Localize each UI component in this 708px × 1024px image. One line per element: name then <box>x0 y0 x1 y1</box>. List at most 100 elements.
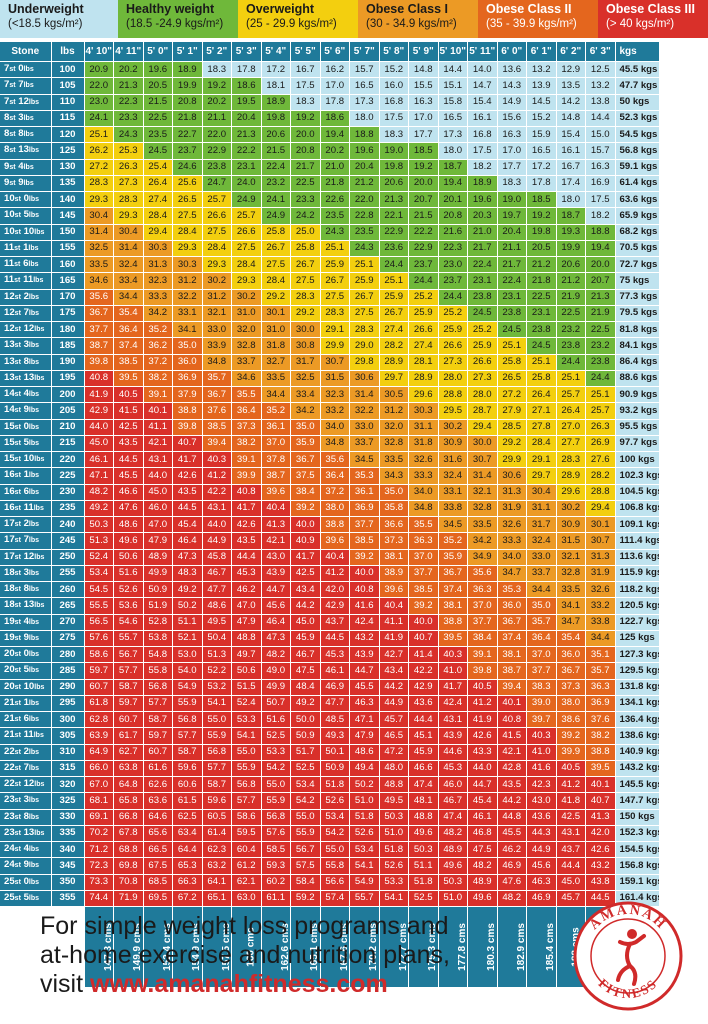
bmi-cell: 26.2 <box>84 142 114 160</box>
bmi-cell: 22.0 <box>349 191 380 209</box>
bmi-cell: 62.1 <box>231 874 262 891</box>
bmi-cell: 16.3 <box>585 159 616 176</box>
bmi-cell: 31.0 <box>231 305 262 323</box>
bmi-cell: 26.6 <box>408 321 439 339</box>
bmi-cell: 32.8 <box>379 435 409 453</box>
bmi-cell: 28.9 <box>556 467 586 485</box>
height-cms-cell: 165.1 cms <box>290 906 321 988</box>
lbs-cell: 255 <box>51 565 85 583</box>
bmi-cell: 27.2 <box>497 386 527 404</box>
bmi-cell: 30.2 <box>202 272 232 290</box>
bmi-cell: 49.2 <box>290 695 321 713</box>
kgs-cell: 81.8 kgs <box>615 321 660 339</box>
bmi-cell: 15.7 <box>349 61 380 79</box>
bmi-cell: 34.6 <box>84 272 114 290</box>
kgs-header: kgs <box>615 42 660 62</box>
height-header: 6' 2" <box>556 42 586 62</box>
bmi-cell: 43.8 <box>585 874 616 891</box>
bmi-cell: 37.7 <box>349 516 380 534</box>
bmi-cell: 35.0 <box>526 597 557 615</box>
bmi-cell: 60.6 <box>172 776 203 794</box>
bmi-cell: 43.5 <box>497 776 527 794</box>
bmi-cell: 19.2 <box>202 77 232 95</box>
bmi-cell: 49.2 <box>84 500 114 518</box>
pound-unit: lbs <box>28 894 40 902</box>
bmi-cell: 67.2 <box>172 890 203 908</box>
bmi-cell: 48.8 <box>408 809 439 826</box>
kgs-cell: 54.5 kgs <box>615 126 660 144</box>
table-row: 10st 10lbs 150 31.4 30.4 29.4 28.4 27.5 26.6 25.… <box>0 224 660 241</box>
pound-unit: lbs <box>28 407 40 415</box>
bmi-cell: 40.3 <box>438 646 468 664</box>
pound-unit: lbs <box>28 618 40 626</box>
bmi-cell: 28.9 <box>379 354 409 371</box>
kgs-cell: 109.1 kgs <box>615 516 660 534</box>
stone-unit: st <box>14 521 21 529</box>
bmi-cell: 52.5 <box>408 890 439 908</box>
bmi-cell: 45.4 <box>467 792 498 810</box>
bmi-cell: 25.9 <box>379 289 409 306</box>
promo-url-link[interactable]: www.amanahfitness.com <box>90 970 388 998</box>
bmi-cell: 38.1 <box>497 646 527 664</box>
bmi-cell: 56.5 <box>84 614 114 631</box>
stone-header: Stone <box>0 42 52 62</box>
bmi-cell: 53.2 <box>202 679 232 696</box>
pound-unit: lbs <box>34 456 45 464</box>
bmi-cell: 35.7 <box>526 614 557 631</box>
bmi-cell: 35.3 <box>497 581 527 599</box>
bmi-cell: 46.0 <box>143 500 173 518</box>
bmi-cell: 38.0 <box>320 500 350 518</box>
bmi-cell: 18.3 <box>202 61 232 79</box>
promo-text: For simple weight loss programs and at-h… <box>40 912 560 999</box>
bmi-cell: 17.5 <box>585 191 616 209</box>
bmi-cell: 40.1 <box>497 695 527 713</box>
bmi-cell: 20.5 <box>143 77 173 95</box>
bmi-cell: 27.9 <box>497 402 527 420</box>
bmi-cell: 17.2 <box>261 61 291 79</box>
bmi-cell: 51.5 <box>231 679 262 696</box>
stone-cell: 25st 0lbs <box>0 874 52 891</box>
bmi-cell: 37.7 <box>467 614 498 631</box>
bmi-cell: 23.5 <box>349 224 380 241</box>
bmi-cell: 39.1 <box>231 451 262 469</box>
height-cms-cell: 180.3 cms <box>467 906 498 988</box>
bmi-cell: 31.4 <box>113 240 144 258</box>
bmi-cell: 57.7 <box>202 760 232 778</box>
stone-unit: st <box>14 894 21 902</box>
bmi-cell: 49.3 <box>320 727 350 745</box>
pound-value: 11 <box>23 501 34 513</box>
bmi-cell: 44.5 <box>172 500 203 518</box>
pound-value: 2 <box>23 518 29 530</box>
bmi-cell: 31.4 <box>349 386 380 404</box>
bmi-cell: 46.0 <box>438 776 468 794</box>
stone-cell: 8st 13lbs <box>0 142 52 160</box>
bmi-cell: 48.8 <box>379 776 409 794</box>
lbs-cell: 170 <box>51 289 85 306</box>
bmi-cell: 27.4 <box>143 191 173 209</box>
stone-value: 13 <box>4 371 15 383</box>
bmi-cell: 44.9 <box>379 695 409 713</box>
bmi-cell: 18.3 <box>497 175 527 193</box>
bmi-cell: 64.6 <box>143 809 173 826</box>
bmi-cell: 54.1 <box>349 857 380 875</box>
table-row: 20st 5lbs 285 59.7 57.7 55.8 54.0 52.2 50.6 49.0… <box>0 662 660 680</box>
stone-cell: 12st 12lbs <box>0 321 52 339</box>
bmi-cell: 34.8 <box>320 435 350 453</box>
bmi-cell: 16.5 <box>349 77 380 95</box>
table-row: 23st 8lbs 330 69.1 66.8 64.6 62.5 60.5 58.6 56.8… <box>0 809 660 826</box>
bmi-cell: 55.9 <box>202 727 232 745</box>
bmi-cell: 29.0 <box>349 337 380 355</box>
bmi-cell: 50.3 <box>84 516 114 534</box>
table-row: 17st 12lbs 250 52.4 50.6 48.9 47.3 45.8 44.4 43.… <box>0 549 660 566</box>
stone-unit: st <box>14 651 21 659</box>
bmi-cell: 54.9 <box>349 874 380 891</box>
lbs-cell: 190 <box>51 354 85 371</box>
bmi-cell: 50.0 <box>290 711 321 729</box>
lbs-header: lbs <box>51 42 85 62</box>
bmi-cell: 21.3 <box>113 77 144 95</box>
bmi-cell: 33.4 <box>290 386 321 404</box>
bmi-cell: 69.5 <box>143 890 173 908</box>
bmi-cell: 30.8 <box>290 337 321 355</box>
bmi-cell: 54.2 <box>290 792 321 810</box>
stone-unit: st <box>14 748 21 756</box>
